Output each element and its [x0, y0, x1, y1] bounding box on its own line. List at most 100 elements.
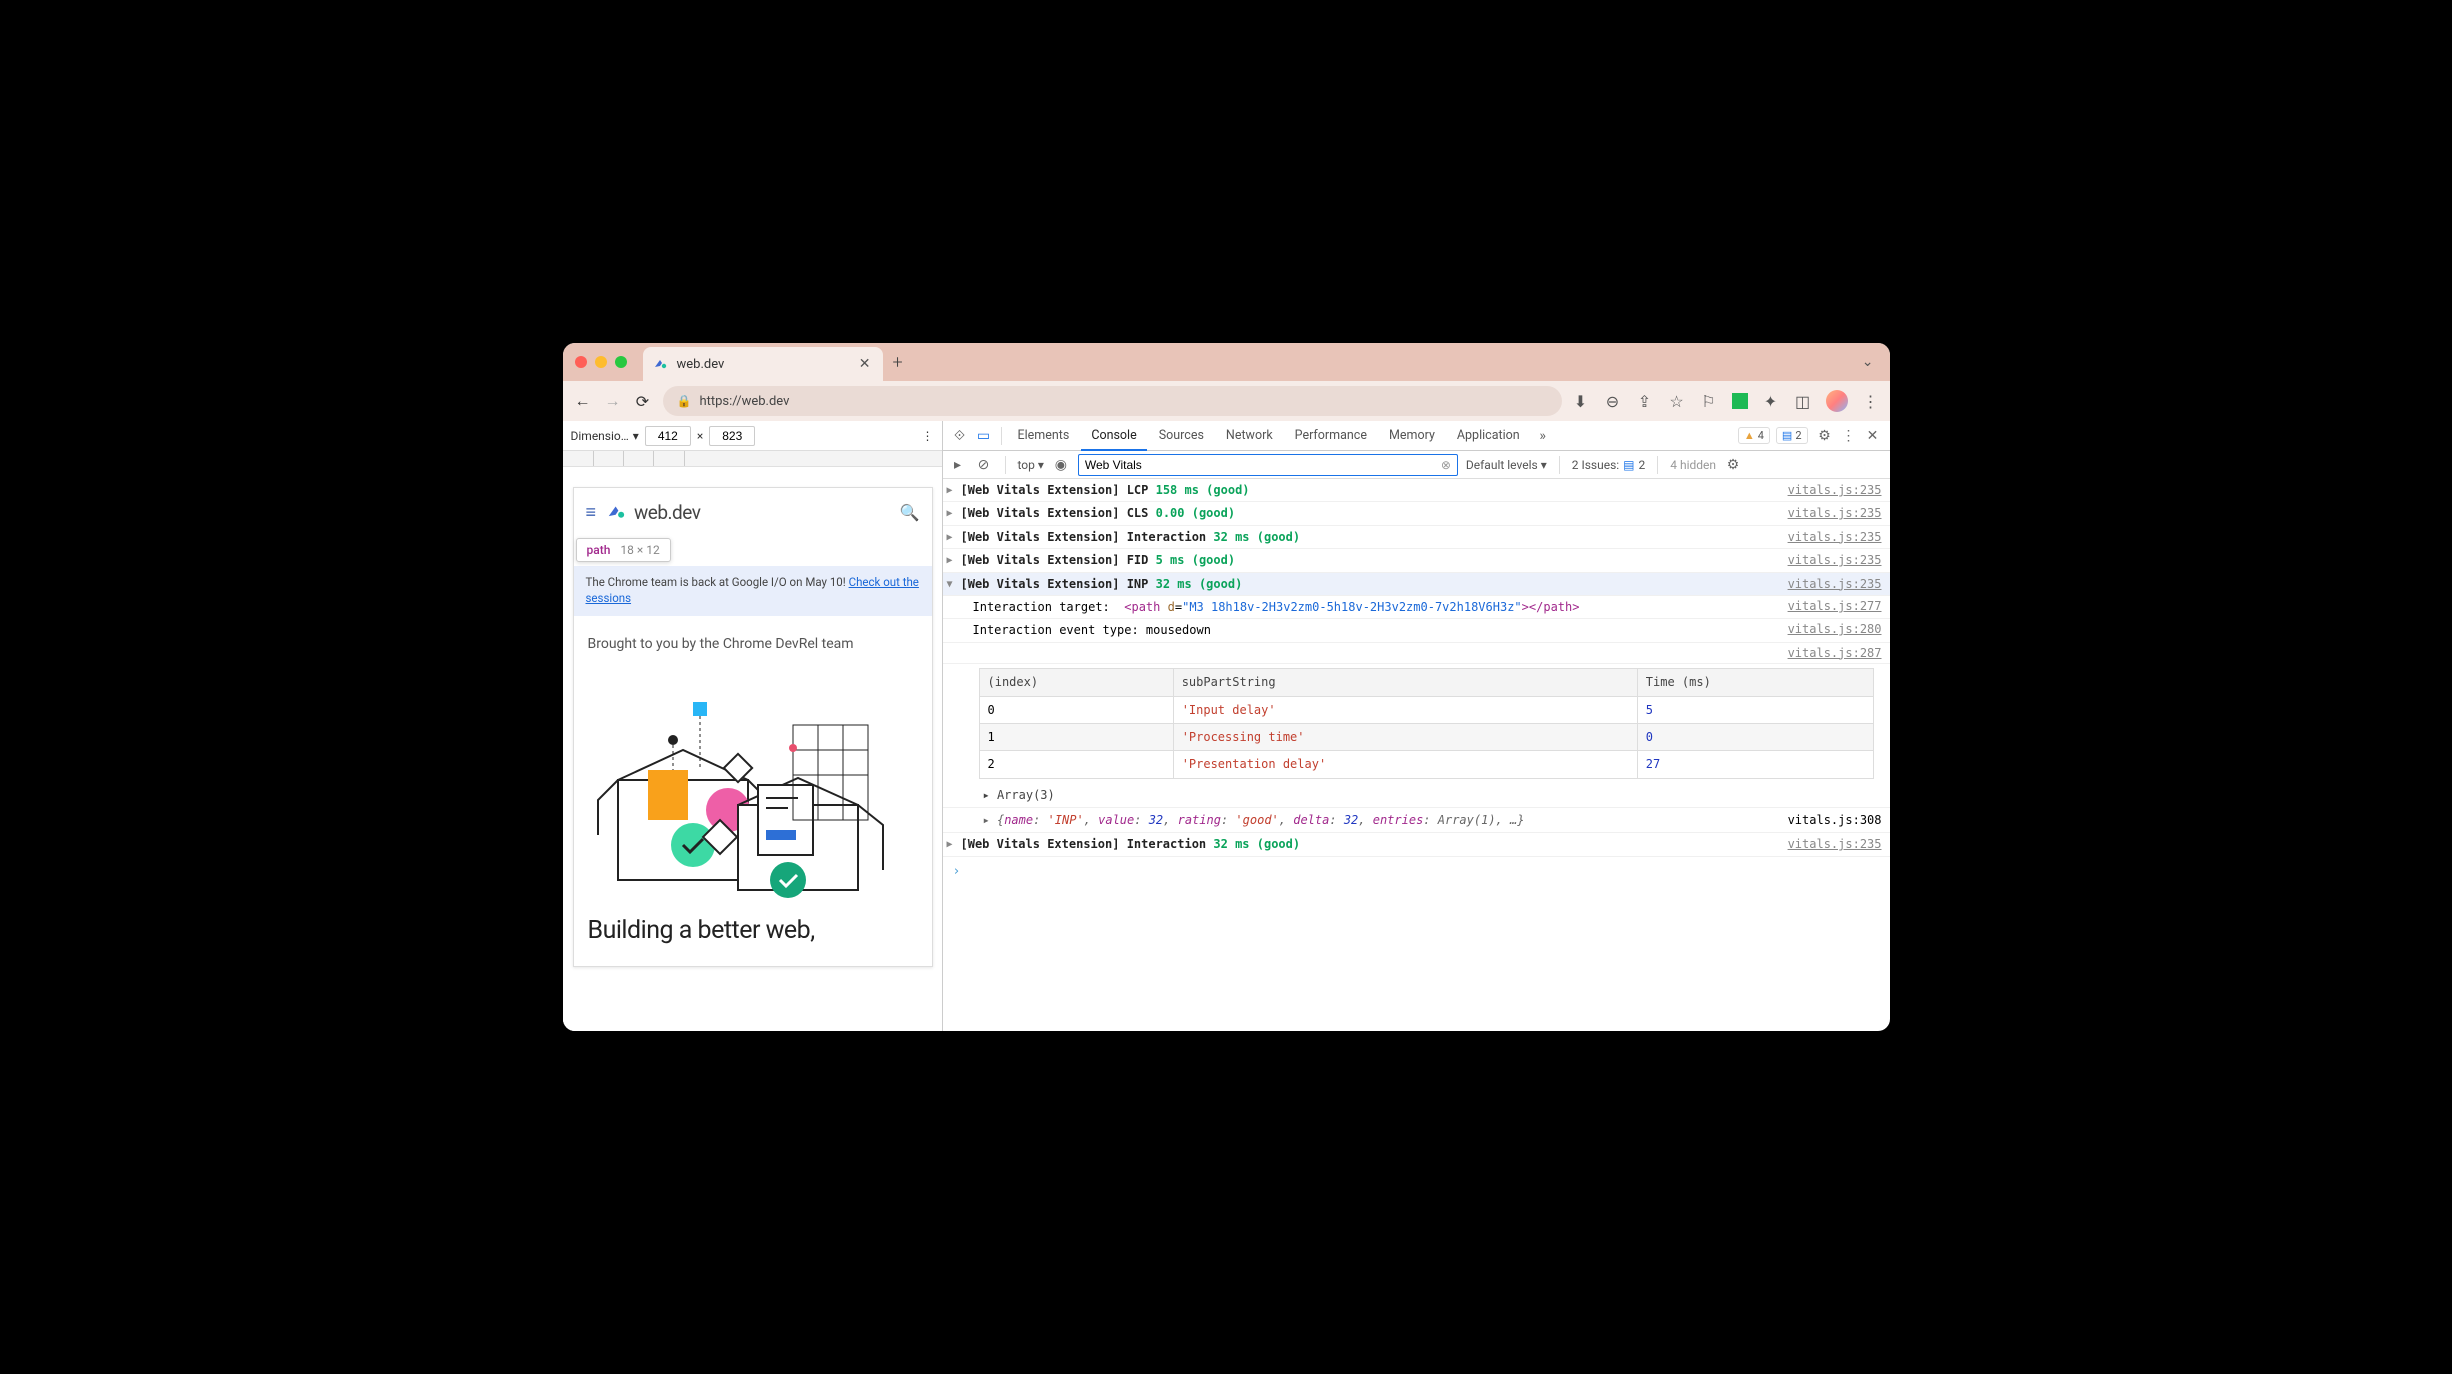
- filter-input[interactable]: ⊗: [1078, 454, 1458, 476]
- hero-illustration: [588, 670, 898, 900]
- sidebar-toggle-icon[interactable]: ▸: [949, 457, 967, 473]
- tab-title: web.dev: [677, 357, 851, 372]
- console-row[interactable]: ▶ [Web Vitals Extension] Interaction 32 …: [943, 833, 1890, 856]
- extensions-icon[interactable]: ✦: [1762, 392, 1780, 411]
- settings-icon[interactable]: ⚙: [1814, 428, 1836, 444]
- minimize-window[interactable]: [595, 356, 607, 368]
- source-link[interactable]: vitals.js:235: [1788, 574, 1882, 594]
- tab-console[interactable]: Console: [1081, 421, 1146, 451]
- promo-text: The Chrome team is back at Google I/O on…: [586, 575, 849, 589]
- browser-tab[interactable]: web.dev ✕: [643, 347, 883, 381]
- flag-icon[interactable]: ⚐: [1700, 392, 1718, 411]
- hamburger-icon[interactable]: ≡: [586, 502, 597, 523]
- source-link[interactable]: vitals.js:235: [1788, 550, 1882, 570]
- console-detail-row: vitals.js:287: [943, 643, 1890, 664]
- close-tab-icon[interactable]: ✕: [859, 356, 871, 372]
- close-devtools-icon[interactable]: ✕: [1862, 428, 1884, 444]
- clear-filter-icon[interactable]: ⊗: [1441, 458, 1451, 472]
- console-row[interactable]: ▶ [Web Vitals Extension] CLS 0.00 (good)…: [943, 502, 1890, 525]
- page-content: Brought to you by the Chrome DevRel team: [574, 616, 932, 966]
- live-expression-icon[interactable]: ◉: [1052, 457, 1070, 473]
- source-link[interactable]: vitals.js:280: [1788, 619, 1882, 641]
- devtools-menu-icon[interactable]: ⋮: [1838, 428, 1860, 444]
- profile-avatar[interactable]: [1826, 390, 1848, 412]
- devtools-tabs: ⟐ ▭ Elements Console Sources Network Per…: [943, 421, 1890, 451]
- clear-console-icon[interactable]: ⊘: [975, 457, 993, 473]
- tab-performance[interactable]: Performance: [1285, 421, 1377, 451]
- device-viewport: ≡ web.dev 🔍 path 18 × 12 The Chrome tea: [563, 467, 942, 1031]
- console-row[interactable]: ▶ [Web Vitals Extension] LCP 158 ms (goo…: [943, 479, 1890, 502]
- hidden-count: 4 hidden: [1670, 458, 1716, 472]
- levels-select[interactable]: Default levels ▾: [1466, 458, 1547, 472]
- info-badge[interactable]: ▤2: [1776, 427, 1808, 444]
- back-button[interactable]: ←: [573, 391, 593, 411]
- tab-network[interactable]: Network: [1216, 421, 1283, 451]
- sidepanel-icon[interactable]: ◫: [1794, 392, 1812, 411]
- dimensions-bar: Dimensio… ▾ × ⋮: [563, 421, 942, 451]
- tab-application[interactable]: Application: [1447, 421, 1530, 451]
- issues-link[interactable]: 2 Issues: ▤ 2: [1572, 458, 1646, 472]
- context-select[interactable]: top ▾: [1018, 458, 1044, 472]
- source-link[interactable]: vitals.js:235: [1788, 503, 1882, 523]
- address-bar[interactable]: 🔒 https://web.dev: [663, 386, 1562, 416]
- console-row[interactable]: ▶ [Web Vitals Extension] FID 5 ms (good)…: [943, 549, 1890, 572]
- source-link[interactable]: vitals.js:308: [1788, 810, 1882, 830]
- close-window[interactable]: [575, 356, 587, 368]
- tooltip-tag: path: [587, 543, 611, 557]
- console-array-row[interactable]: ▸ Array(3): [943, 783, 1890, 808]
- height-input[interactable]: [709, 426, 755, 446]
- search-icon[interactable]: 🔍: [900, 503, 920, 522]
- download-icon[interactable]: ⬇: [1572, 392, 1590, 411]
- console-toolbar: ▸ ⊘ top ▾ ◉ ⊗ Default levels ▾ 2 Issues:…: [943, 451, 1890, 479]
- main-split: Dimensio… ▾ × ⋮ ≡: [563, 421, 1890, 1031]
- tab-overflow-icon[interactable]: ⌄: [1858, 354, 1878, 370]
- titlebar: web.dev ✕ + ⌄: [563, 343, 1890, 381]
- devtools: ⟐ ▭ Elements Console Sources Network Per…: [943, 421, 1890, 1031]
- console-row[interactable]: ▶ [Web Vitals Extension] Interaction 32 …: [943, 526, 1890, 549]
- tab-sources[interactable]: Sources: [1149, 421, 1214, 451]
- page-frame: ≡ web.dev 🔍 path 18 × 12 The Chrome tea: [573, 487, 933, 967]
- table-row: 1 'Processing time' 0: [979, 723, 1873, 750]
- console-object-row[interactable]: ▸ {name: 'INP', value: 32, rating: 'good…: [943, 808, 1890, 833]
- inspect-tooltip: path 18 × 12: [576, 538, 671, 562]
- width-input[interactable]: [645, 426, 691, 446]
- tab-elements[interactable]: Elements: [1008, 421, 1080, 451]
- toolbar-actions: ⬇ ⊖ ⇪ ☆ ⚐ ✦ ◫ ⋮: [1572, 390, 1880, 412]
- device-panel: Dimensio… ▾ × ⋮ ≡: [563, 421, 943, 1031]
- site-name: web.dev: [634, 501, 700, 524]
- maximize-window[interactable]: [615, 356, 627, 368]
- favicon-icon: [653, 356, 669, 372]
- more-tabs-icon[interactable]: »: [1532, 428, 1554, 444]
- table-row: 0 'Input delay' 5: [979, 696, 1873, 723]
- console-output: ▶ [Web Vitals Extension] LCP 158 ms (goo…: [943, 479, 1890, 1031]
- device-toggle-icon[interactable]: ▭: [973, 428, 995, 444]
- reload-button[interactable]: ⟳: [633, 392, 653, 411]
- console-settings-icon[interactable]: ⚙: [1724, 457, 1742, 473]
- console-table: (index) subPartString Time (ms) 0 'Input…: [979, 668, 1874, 779]
- warning-badge[interactable]: ▲4: [1738, 427, 1770, 444]
- share-icon[interactable]: ⇪: [1636, 392, 1654, 411]
- bookmark-icon[interactable]: ☆: [1668, 392, 1686, 411]
- menu-icon[interactable]: ⋮: [1862, 392, 1880, 411]
- tab-memory[interactable]: Memory: [1379, 421, 1445, 451]
- source-link[interactable]: vitals.js:287: [1788, 643, 1882, 663]
- console-detail-row: Interaction target: <path d="M3 18h18v-2…: [943, 596, 1890, 619]
- console-row-expanded[interactable]: ▼ [Web Vitals Extension] INP 32 ms (good…: [943, 573, 1890, 596]
- inspect-icon[interactable]: ⟐: [949, 428, 971, 444]
- source-link[interactable]: vitals.js:235: [1788, 834, 1882, 854]
- new-tab-button[interactable]: +: [893, 352, 903, 373]
- source-link[interactable]: vitals.js:277: [1788, 596, 1882, 618]
- extension-icon[interactable]: [1732, 393, 1748, 409]
- source-link[interactable]: vitals.js:235: [1788, 527, 1882, 547]
- zoom-icon[interactable]: ⊖: [1604, 392, 1622, 411]
- headline: Building a better web,: [588, 916, 918, 946]
- promo-banner: The Chrome team is back at Google I/O on…: [574, 566, 932, 616]
- source-link[interactable]: vitals.js:235: [1788, 480, 1882, 500]
- forward-button[interactable]: →: [603, 391, 623, 411]
- dimensions-select[interactable]: Dimensio… ▾: [571, 429, 639, 443]
- lock-icon: 🔒: [677, 394, 692, 408]
- site-logo[interactable]: web.dev: [606, 501, 700, 524]
- url-text: https://web.dev: [699, 394, 789, 409]
- device-menu-icon[interactable]: ⋮: [922, 429, 934, 443]
- console-prompt[interactable]: ›: [943, 857, 1890, 887]
